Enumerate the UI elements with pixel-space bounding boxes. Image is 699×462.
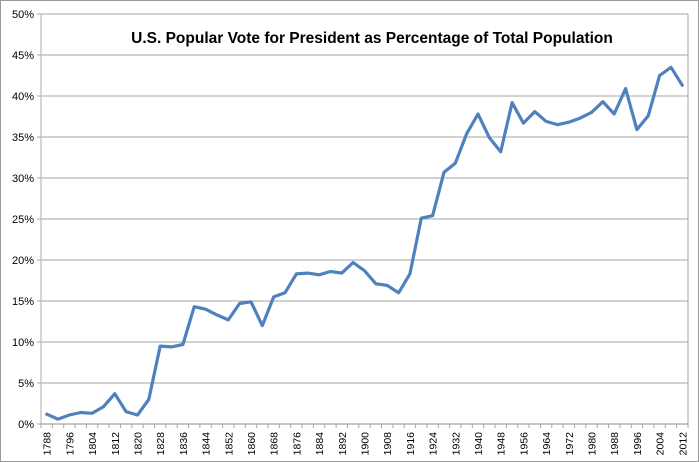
x-axis-label: 2012 bbox=[677, 432, 689, 456]
y-axis-label: 30% bbox=[12, 173, 34, 185]
x-axis-label: 1996 bbox=[632, 432, 644, 456]
x-axis-label: 1852 bbox=[223, 432, 235, 456]
y-axis-label: 0% bbox=[18, 419, 34, 431]
x-axis-label: 1804 bbox=[87, 432, 99, 456]
x-axis-label: 1916 bbox=[405, 432, 417, 456]
x-axis-label: 1980 bbox=[587, 432, 599, 456]
y-axis-label: 25% bbox=[12, 214, 34, 226]
axis-labels: 0% 5% 10% 15% 20% 25% 30% 35% 40% 45% 50% 1788 1796 1… bbox=[12, 9, 689, 455]
y-axis-label: 5% bbox=[18, 378, 34, 390]
y-axis-label: 35% bbox=[12, 132, 34, 144]
x-axis-label: 1788 bbox=[42, 432, 54, 456]
x-axis-label: 1876 bbox=[291, 432, 303, 456]
x-axis-label: 1956 bbox=[518, 432, 530, 456]
y-axis-label: 20% bbox=[12, 255, 34, 267]
x-axis-label: 1820 bbox=[132, 432, 144, 456]
y-axis-label: 15% bbox=[12, 296, 34, 308]
y-axis-label: 50% bbox=[12, 9, 34, 21]
x-axis-label: 2004 bbox=[655, 432, 667, 456]
y-axis-label: 10% bbox=[12, 337, 34, 349]
x-axis-label: 1924 bbox=[428, 432, 440, 456]
chart-title: U.S. Popular Vote for President as Perce… bbox=[131, 30, 613, 47]
x-axis-label: 1860 bbox=[246, 432, 258, 456]
x-axis-label: 1948 bbox=[496, 432, 508, 456]
x-axis-label: 1836 bbox=[178, 432, 190, 456]
x-axis-label: 1964 bbox=[541, 432, 553, 456]
x-axis-label: 1868 bbox=[269, 432, 281, 456]
x-axis-label: 1940 bbox=[473, 432, 485, 456]
tick-marks bbox=[37, 13, 689, 428]
x-axis-label: 1988 bbox=[609, 432, 621, 456]
x-axis-label: 1828 bbox=[155, 432, 167, 456]
gridlines bbox=[41, 13, 689, 424]
x-axis-label: 1972 bbox=[564, 432, 576, 456]
popular-vote-line bbox=[45, 65, 684, 421]
x-axis-label: 1812 bbox=[110, 432, 122, 456]
x-axis-label: 1844 bbox=[201, 432, 213, 456]
x-axis-label: 1908 bbox=[382, 432, 394, 456]
y-axis-label: 45% bbox=[12, 50, 34, 62]
x-axis-label: 1796 bbox=[64, 432, 76, 456]
y-axis-label: 40% bbox=[12, 91, 34, 103]
x-axis-label: 1884 bbox=[314, 432, 326, 456]
x-axis-label: 1932 bbox=[450, 432, 462, 456]
x-axis-label: 1900 bbox=[360, 432, 372, 456]
x-axis-label: 1892 bbox=[337, 432, 349, 456]
